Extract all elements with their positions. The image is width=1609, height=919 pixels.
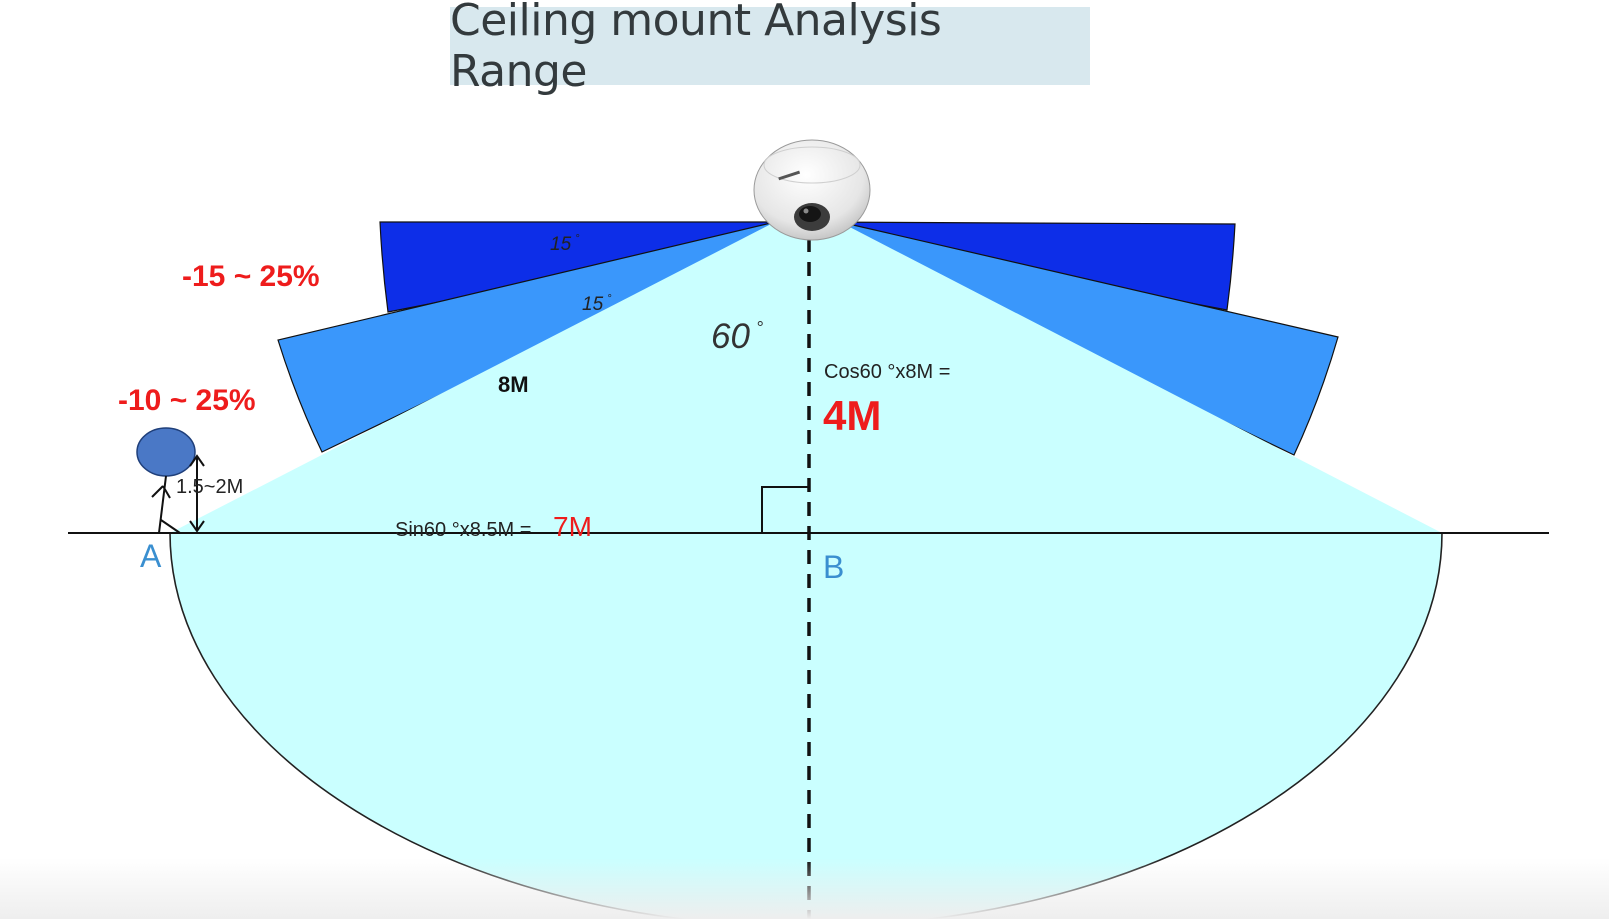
angle-main-label: 60 ° <box>711 317 763 356</box>
dome-camera-icon <box>753 139 871 241</box>
bottom-fade <box>0 858 1609 919</box>
distance-slant-label: 8M <box>498 372 529 397</box>
person-icon <box>136 427 196 534</box>
title-banner: Ceiling mount Analysis Range <box>450 0 1090 97</box>
range-outer-label: -15 ~ 25% <box>182 260 320 293</box>
angle-inner-label: 15 ° <box>582 293 612 315</box>
person-height-label: 1.5~2M <box>176 476 243 498</box>
point-b-label: B <box>823 549 844 585</box>
point-a-label: A <box>140 538 162 574</box>
angle-outer-label: 15 ° <box>550 233 580 255</box>
coverage-region <box>170 222 1442 919</box>
sin-result-label: 7M <box>553 511 592 542</box>
cos-formula-label: Cos60 °x8M = <box>824 361 950 383</box>
right-angle-marker-icon <box>761 486 809 533</box>
sin-formula-label: Sin60 °x8.5M = <box>395 519 531 541</box>
page-title: Ceiling mount Analysis Range <box>450 0 942 97</box>
coverage-arc <box>169 532 1443 919</box>
range-inner-label: -10 ~ 25% <box>118 384 256 417</box>
height-arrow <box>189 454 205 533</box>
cos-result-label: 4M <box>823 392 881 439</box>
